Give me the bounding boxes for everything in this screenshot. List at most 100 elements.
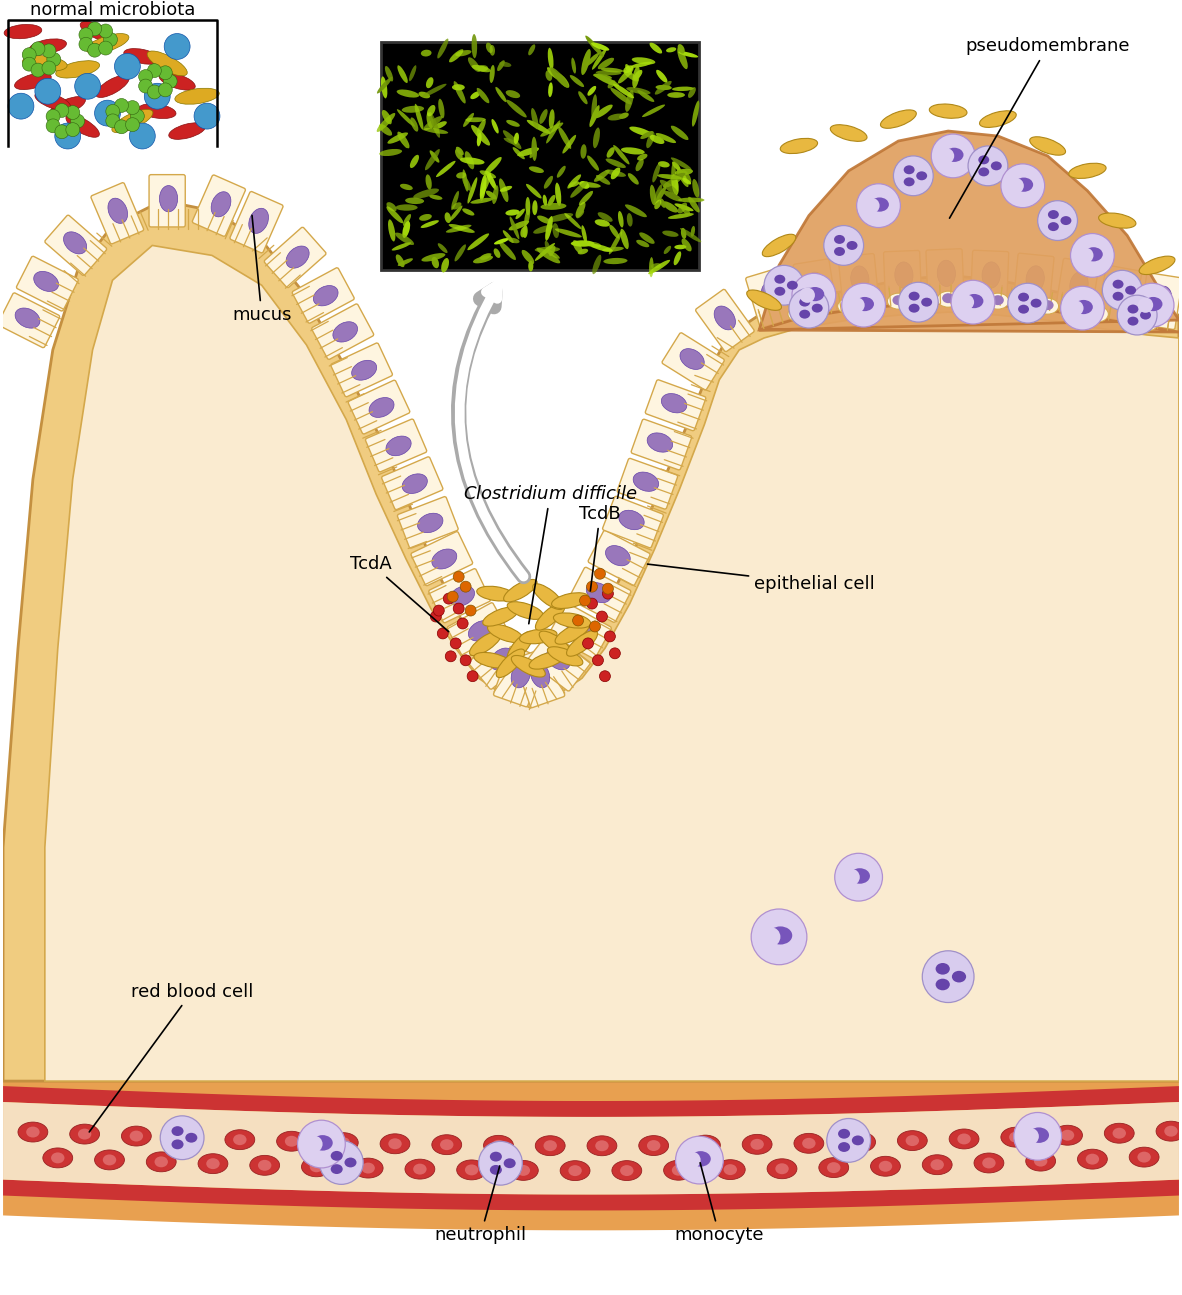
Ellipse shape (838, 298, 859, 315)
Ellipse shape (426, 78, 434, 88)
Ellipse shape (472, 65, 491, 73)
Ellipse shape (856, 297, 873, 311)
Ellipse shape (1112, 1128, 1126, 1138)
Ellipse shape (634, 70, 642, 80)
Circle shape (1071, 233, 1115, 277)
Circle shape (824, 225, 864, 265)
Ellipse shape (557, 166, 566, 177)
Circle shape (158, 83, 173, 97)
FancyBboxPatch shape (695, 289, 754, 351)
Ellipse shape (465, 152, 474, 170)
Ellipse shape (310, 1162, 323, 1172)
Ellipse shape (494, 238, 509, 245)
Ellipse shape (556, 183, 561, 206)
Ellipse shape (422, 253, 446, 262)
Ellipse shape (487, 624, 524, 642)
Ellipse shape (531, 662, 550, 688)
Ellipse shape (138, 104, 176, 119)
Ellipse shape (95, 1150, 124, 1169)
Ellipse shape (577, 210, 584, 219)
Ellipse shape (586, 583, 611, 602)
FancyBboxPatch shape (494, 646, 544, 707)
Ellipse shape (609, 225, 619, 238)
Ellipse shape (656, 186, 667, 203)
Ellipse shape (489, 65, 495, 83)
FancyBboxPatch shape (793, 259, 837, 316)
Circle shape (115, 53, 141, 79)
Circle shape (752, 909, 807, 965)
Ellipse shape (130, 1131, 143, 1141)
Ellipse shape (715, 1160, 745, 1180)
Ellipse shape (608, 114, 625, 120)
Ellipse shape (387, 206, 403, 223)
Circle shape (843, 869, 859, 886)
Ellipse shape (556, 623, 589, 644)
Ellipse shape (56, 61, 99, 78)
Ellipse shape (690, 1151, 710, 1167)
Ellipse shape (420, 214, 431, 221)
Ellipse shape (391, 242, 411, 250)
Circle shape (98, 41, 112, 56)
Ellipse shape (930, 1159, 944, 1171)
Ellipse shape (506, 120, 520, 127)
Ellipse shape (1137, 1151, 1151, 1163)
Ellipse shape (410, 155, 420, 168)
Ellipse shape (609, 232, 622, 254)
Circle shape (676, 1136, 723, 1184)
Text: $\it{Clostridium\ difficile}$: $\it{Clostridium\ difficile}$ (463, 486, 637, 624)
Ellipse shape (455, 245, 466, 262)
Circle shape (54, 104, 69, 118)
Ellipse shape (553, 613, 591, 628)
Ellipse shape (489, 45, 495, 56)
Ellipse shape (587, 242, 602, 247)
Ellipse shape (540, 123, 564, 137)
Ellipse shape (648, 433, 673, 452)
Ellipse shape (511, 662, 531, 688)
Circle shape (47, 53, 60, 66)
Ellipse shape (225, 1129, 255, 1150)
Ellipse shape (578, 181, 600, 188)
Ellipse shape (528, 166, 544, 174)
Ellipse shape (618, 67, 634, 83)
Ellipse shape (496, 649, 525, 677)
Circle shape (79, 38, 93, 52)
Circle shape (684, 1151, 701, 1168)
Ellipse shape (444, 212, 452, 223)
Ellipse shape (850, 868, 870, 883)
Ellipse shape (285, 1136, 298, 1146)
FancyBboxPatch shape (149, 175, 186, 227)
Ellipse shape (547, 646, 583, 666)
Circle shape (1117, 295, 1157, 335)
Ellipse shape (397, 258, 413, 265)
Ellipse shape (699, 1140, 712, 1150)
Ellipse shape (663, 176, 682, 188)
Ellipse shape (1060, 216, 1071, 225)
Ellipse shape (248, 208, 268, 233)
Ellipse shape (517, 1166, 530, 1176)
Ellipse shape (462, 176, 470, 190)
Polygon shape (4, 1061, 1178, 1230)
Ellipse shape (26, 1127, 40, 1137)
Ellipse shape (1128, 317, 1138, 325)
Ellipse shape (301, 1156, 331, 1177)
Ellipse shape (431, 1134, 462, 1155)
Ellipse shape (480, 254, 491, 260)
Ellipse shape (652, 163, 661, 183)
Ellipse shape (987, 293, 1008, 310)
Ellipse shape (676, 167, 689, 186)
Ellipse shape (621, 148, 644, 154)
Ellipse shape (560, 1160, 590, 1181)
Ellipse shape (530, 146, 537, 158)
Ellipse shape (688, 87, 696, 98)
FancyBboxPatch shape (926, 249, 965, 302)
Ellipse shape (1141, 311, 1151, 320)
Ellipse shape (494, 249, 500, 258)
Circle shape (857, 184, 901, 228)
FancyBboxPatch shape (528, 632, 590, 692)
Ellipse shape (843, 300, 855, 310)
Circle shape (834, 853, 883, 901)
Ellipse shape (605, 170, 626, 177)
Circle shape (115, 98, 129, 113)
Ellipse shape (668, 92, 684, 98)
Circle shape (87, 22, 102, 36)
